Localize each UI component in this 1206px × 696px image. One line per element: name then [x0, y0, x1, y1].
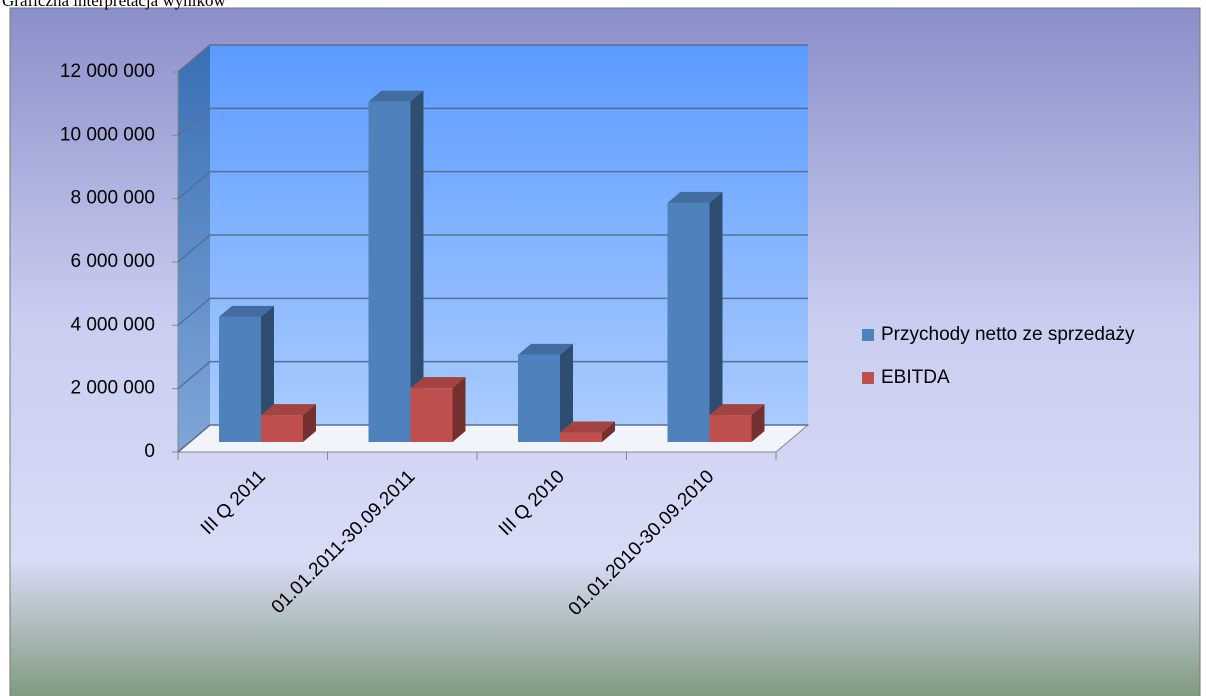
- bar-side-shade: [560, 343, 573, 442]
- legend-label: Przychody netto ze sprzedaży: [881, 324, 1135, 345]
- y-tick-label: 2 000 000: [70, 378, 155, 399]
- y-tick-label: 10 000 000: [60, 124, 155, 145]
- bar-top: [667, 191, 723, 203]
- bar-side: [709, 191, 723, 442]
- bar-top-shade: [709, 404, 765, 416]
- legend-swatch: [862, 372, 874, 384]
- bar-side-shade: [410, 90, 424, 442]
- bar: [709, 415, 752, 442]
- grid-line: [177, 170, 808, 200]
- grid-line: [177, 44, 808, 73]
- y-tick-label: 6 000 000: [70, 251, 155, 272]
- bar-side-shade: [709, 191, 723, 442]
- bar-side: [303, 404, 316, 442]
- bar-top-shade: [560, 421, 615, 433]
- grid-line: [177, 234, 808, 263]
- bar-top: [709, 404, 765, 416]
- bar-top: [410, 377, 466, 389]
- y-tick-label: 4 000 000: [70, 314, 155, 335]
- bar: [219, 316, 261, 442]
- bar-side: [751, 404, 765, 442]
- bar: [667, 202, 710, 442]
- legend-label: EBITDA: [881, 367, 950, 388]
- bar: [261, 415, 303, 442]
- grid-line: [177, 360, 808, 390]
- bar-side-shade: [751, 404, 765, 442]
- grid-line: [177, 297, 808, 326]
- grid-line: [177, 107, 808, 136]
- bar-top-shade: [368, 90, 424, 102]
- bar: [560, 432, 602, 442]
- bar-side-shade: [452, 377, 466, 442]
- bar: [368, 101, 411, 442]
- y-tick-label: 12 000 000: [60, 61, 155, 82]
- bar: [410, 388, 453, 442]
- bar-top: [518, 343, 573, 355]
- bar-top: [219, 305, 274, 317]
- legend-swatch: [862, 329, 874, 341]
- bar-side: [602, 421, 615, 442]
- bar-top-shade: [518, 343, 573, 355]
- bar-top: [261, 404, 316, 416]
- bar-top: [368, 90, 424, 102]
- bar-top: [560, 421, 615, 433]
- bar-side: [560, 343, 573, 442]
- bar-top-shade: [219, 305, 274, 317]
- bar-side-shade: [602, 421, 615, 442]
- y-tick-label: 8 000 000: [70, 188, 155, 209]
- bar-side: [452, 377, 466, 442]
- caption: Graficzna interpretacja wyników: [2, 0, 226, 10]
- bar-top-shade: [667, 191, 723, 203]
- bar-top-shade: [410, 377, 466, 389]
- bar-top-shade: [261, 404, 316, 416]
- bar-side: [410, 90, 424, 442]
- y-tick-label: 0: [144, 441, 155, 462]
- bar-side-shade: [303, 404, 316, 442]
- bar: [518, 354, 560, 442]
